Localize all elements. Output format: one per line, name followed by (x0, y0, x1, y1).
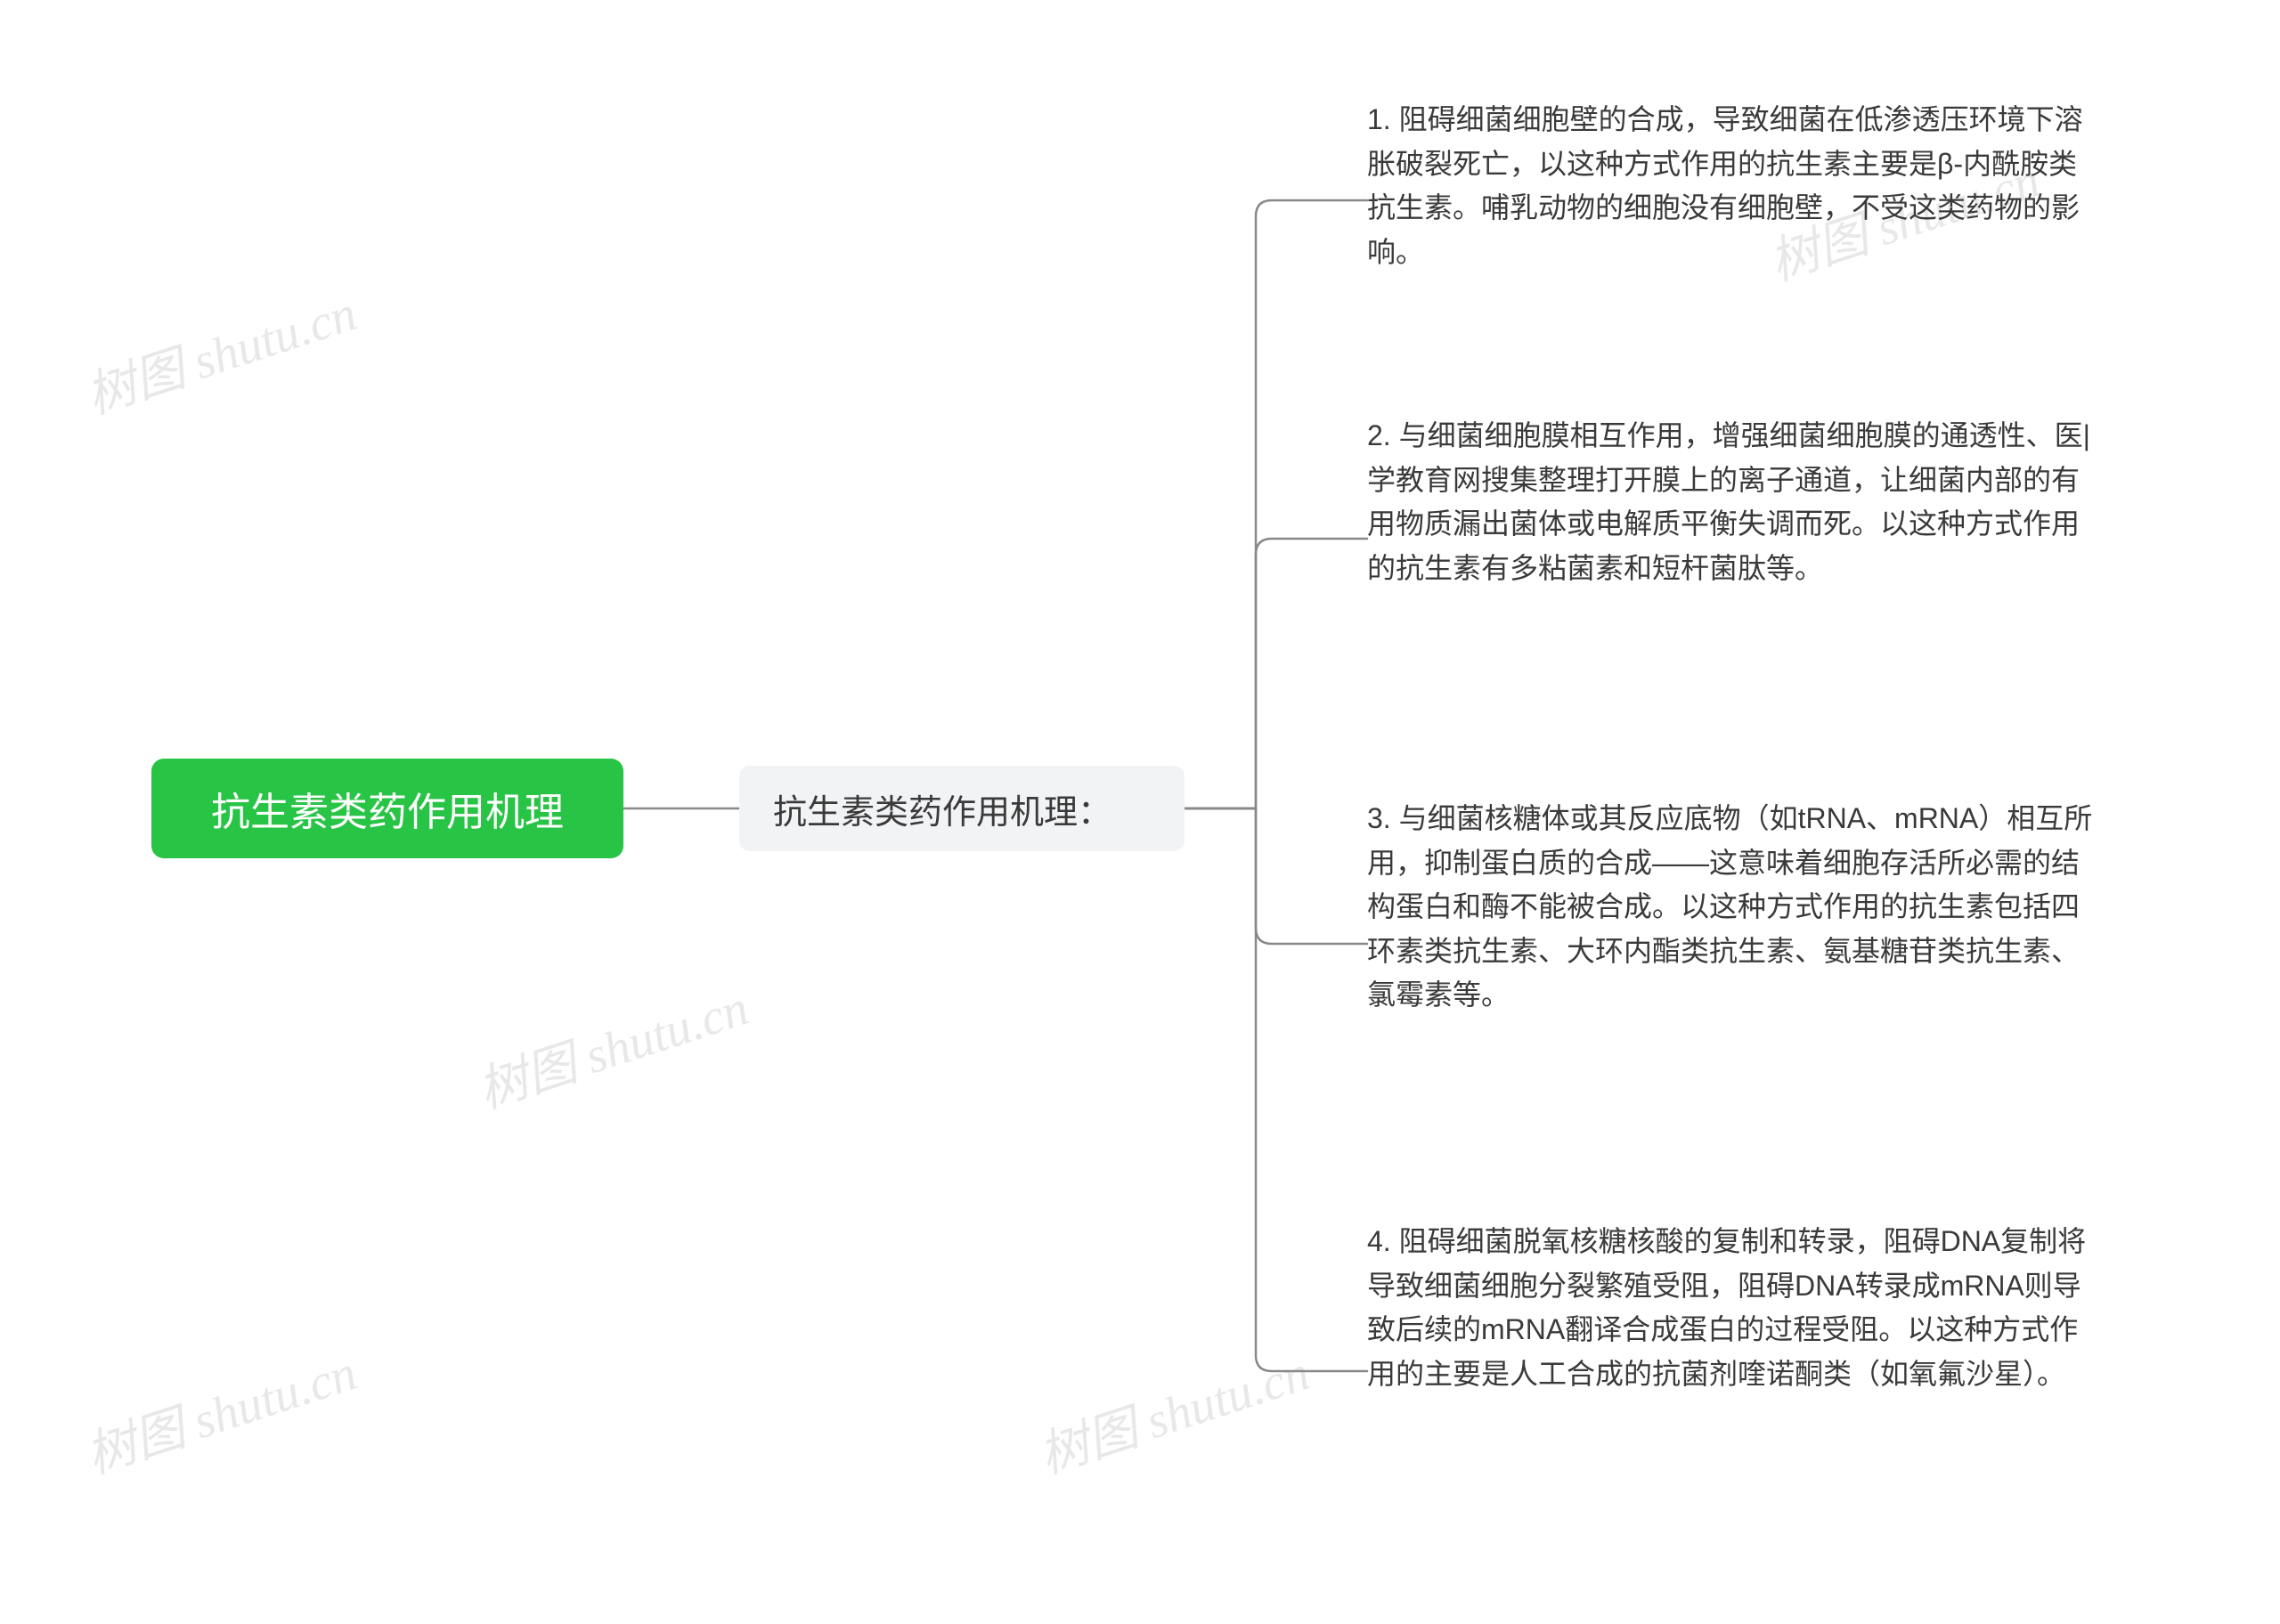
mindmap-leaf-node[interactable]: 3. 与细菌核糖体或其反应底物（如tRNA、mRNA）相互所用，抑制蛋白质的合成… (1367, 797, 2097, 1091)
watermark-text: 树图 shutu.cn (76, 273, 364, 428)
mindmap-edge (1185, 808, 1367, 944)
mindmap-edge (1185, 808, 1367, 1371)
mindmap-edge (1185, 539, 1367, 808)
leaf-node-text: 2. 与细菌细胞膜相互作用，增强细菌细胞膜的通透性、医|学教育网搜集整理打开膜上… (1367, 414, 2097, 590)
mindmap-leaf-node[interactable]: 2. 与细菌细胞膜相互作用，增强细菌细胞膜的通透性、医|学教育网搜集整理打开膜上… (1367, 414, 2097, 663)
mindmap-edge (1185, 200, 1367, 808)
mindmap-root-node[interactable]: 抗生素类药作用机理 (151, 759, 623, 858)
mindmap-sub-node[interactable]: 抗生素类药作用机理： (739, 766, 1185, 851)
mindmap-leaf-node[interactable]: 4. 阻碍细菌脱氧核糖核酸的复制和转录，阻碍DNA复制将导致细菌细胞分裂繁殖受阻… (1367, 1220, 2097, 1522)
mindmap-canvas: 树图 shutu.cn 树图 shutu.cn 树图 shutu.cn 树图 shut… (0, 0, 2280, 1624)
watermark-text: 树图 shutu.cn (76, 1333, 364, 1488)
watermark-text: 树图 shutu.cn (1029, 1333, 1317, 1488)
leaf-node-text: 4. 阻碍细菌脱氧核糖核酸的复制和转录，阻碍DNA复制将导致细菌细胞分裂繁殖受阻… (1367, 1220, 2097, 1396)
watermark-text: 树图 shutu.cn (468, 968, 756, 1123)
leaf-node-text: 3. 与细菌核糖体或其反应底物（如tRNA、mRNA）相互所用，抑制蛋白质的合成… (1367, 797, 2097, 1018)
leaf-node-text: 1. 阻碍细菌细胞壁的合成，导致细菌在低渗透压环境下溶胀破裂死亡，以这种方式作用… (1367, 98, 2097, 274)
sub-node-label: 抗生素类药作用机理： (773, 784, 1112, 833)
mindmap-leaf-node[interactable]: 1. 阻碍细菌细胞壁的合成，导致细菌在低渗透压环境下溶胀破裂死亡，以这种方式作用… (1367, 98, 2097, 303)
root-node-label: 抗生素类药作用机理 (211, 780, 564, 837)
